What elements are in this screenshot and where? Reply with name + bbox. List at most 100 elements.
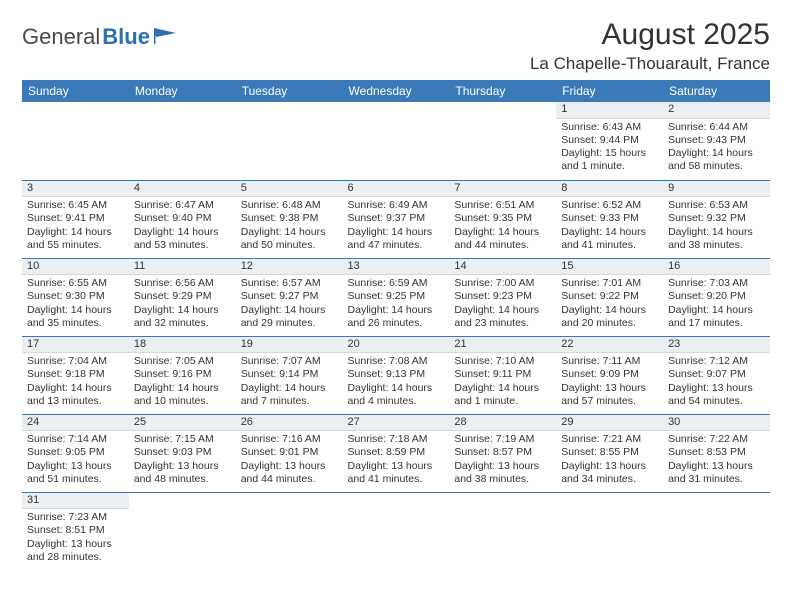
sunset-text: Sunset: 9:05 PM xyxy=(27,446,124,459)
calendar-cell: 27Sunrise: 7:18 AMSunset: 8:59 PMDayligh… xyxy=(343,414,450,492)
calendar-week-row: 1Sunrise: 6:43 AMSunset: 9:44 PMDaylight… xyxy=(22,102,770,180)
sunrise-text: Sunrise: 6:51 AM xyxy=(454,199,551,212)
weekday-header: Wednesday xyxy=(343,80,450,102)
weekday-header: Tuesday xyxy=(236,80,343,102)
sunrise-text: Sunrise: 7:05 AM xyxy=(134,355,231,368)
day-content: Sunrise: 7:18 AMSunset: 8:59 PMDaylight:… xyxy=(343,431,450,489)
daylight-text: Daylight: 13 hours xyxy=(668,460,765,473)
calendar-cell: 12Sunrise: 6:57 AMSunset: 9:27 PMDayligh… xyxy=(236,258,343,336)
sunset-text: Sunset: 9:44 PM xyxy=(561,134,658,147)
sunset-text: Sunset: 9:30 PM xyxy=(27,290,124,303)
daylight-text: Daylight: 14 hours xyxy=(348,382,445,395)
sunset-text: Sunset: 9:16 PM xyxy=(134,368,231,381)
daylight-text: Daylight: 14 hours xyxy=(27,304,124,317)
day-number: 30 xyxy=(663,415,770,432)
sunset-text: Sunset: 9:35 PM xyxy=(454,212,551,225)
sunrise-text: Sunrise: 7:08 AM xyxy=(348,355,445,368)
day-content: Sunrise: 6:47 AMSunset: 9:40 PMDaylight:… xyxy=(129,197,236,255)
day-content: Sunrise: 6:59 AMSunset: 9:25 PMDaylight:… xyxy=(343,275,450,333)
weekday-header: Monday xyxy=(129,80,236,102)
day-number: 14 xyxy=(449,259,556,276)
day-number: 15 xyxy=(556,259,663,276)
day-number: 24 xyxy=(22,415,129,432)
calendar-cell: 2Sunrise: 6:44 AMSunset: 9:43 PMDaylight… xyxy=(663,102,770,180)
sunrise-text: Sunrise: 7:16 AM xyxy=(241,433,338,446)
calendar-cell: 29Sunrise: 7:21 AMSunset: 8:55 PMDayligh… xyxy=(556,414,663,492)
sunrise-text: Sunrise: 7:00 AM xyxy=(454,277,551,290)
sunrise-text: Sunrise: 7:23 AM xyxy=(27,511,124,524)
day-number: 9 xyxy=(663,181,770,198)
day-number: 17 xyxy=(22,337,129,354)
daylight-text: Daylight: 14 hours xyxy=(668,226,765,239)
calendar-cell xyxy=(449,492,556,570)
sunrise-text: Sunrise: 6:48 AM xyxy=(241,199,338,212)
sunset-text: Sunset: 8:59 PM xyxy=(348,446,445,459)
sunrise-text: Sunrise: 7:15 AM xyxy=(134,433,231,446)
daylight-text: and 26 minutes. xyxy=(348,317,445,330)
day-number: 3 xyxy=(22,181,129,198)
day-content: Sunrise: 6:57 AMSunset: 9:27 PMDaylight:… xyxy=(236,275,343,333)
calendar-cell: 22Sunrise: 7:11 AMSunset: 9:09 PMDayligh… xyxy=(556,336,663,414)
daylight-text: and 51 minutes. xyxy=(27,473,124,486)
day-number: 4 xyxy=(129,181,236,198)
day-content: Sunrise: 7:16 AMSunset: 9:01 PMDaylight:… xyxy=(236,431,343,489)
day-number: 23 xyxy=(663,337,770,354)
brand-part2: Blue xyxy=(102,24,150,50)
sunset-text: Sunset: 8:55 PM xyxy=(561,446,658,459)
day-number: 10 xyxy=(22,259,129,276)
daylight-text: and 50 minutes. xyxy=(241,239,338,252)
daylight-text: Daylight: 13 hours xyxy=(561,460,658,473)
day-content: Sunrise: 6:44 AMSunset: 9:43 PMDaylight:… xyxy=(663,119,770,177)
calendar-cell: 31Sunrise: 7:23 AMSunset: 8:51 PMDayligh… xyxy=(22,492,129,570)
calendar-cell: 20Sunrise: 7:08 AMSunset: 9:13 PMDayligh… xyxy=(343,336,450,414)
day-content: Sunrise: 6:49 AMSunset: 9:37 PMDaylight:… xyxy=(343,197,450,255)
sunrise-text: Sunrise: 6:55 AM xyxy=(27,277,124,290)
sunrise-text: Sunrise: 6:59 AM xyxy=(348,277,445,290)
day-number: 16 xyxy=(663,259,770,276)
calendar-cell: 6Sunrise: 6:49 AMSunset: 9:37 PMDaylight… xyxy=(343,180,450,258)
sunrise-text: Sunrise: 7:07 AM xyxy=(241,355,338,368)
day-content: Sunrise: 7:05 AMSunset: 9:16 PMDaylight:… xyxy=(129,353,236,411)
daylight-text: and 17 minutes. xyxy=(668,317,765,330)
daylight-text: and 28 minutes. xyxy=(27,551,124,564)
sunrise-text: Sunrise: 6:56 AM xyxy=(134,277,231,290)
calendar-cell: 17Sunrise: 7:04 AMSunset: 9:18 PMDayligh… xyxy=(22,336,129,414)
calendar-cell: 11Sunrise: 6:56 AMSunset: 9:29 PMDayligh… xyxy=(129,258,236,336)
day-number: 22 xyxy=(556,337,663,354)
day-number: 12 xyxy=(236,259,343,276)
daylight-text: Daylight: 14 hours xyxy=(134,226,231,239)
calendar-cell: 16Sunrise: 7:03 AMSunset: 9:20 PMDayligh… xyxy=(663,258,770,336)
sunrise-text: Sunrise: 6:53 AM xyxy=(668,199,765,212)
calendar-cell: 28Sunrise: 7:19 AMSunset: 8:57 PMDayligh… xyxy=(449,414,556,492)
calendar-cell: 8Sunrise: 6:52 AMSunset: 9:33 PMDaylight… xyxy=(556,180,663,258)
weekday-header-row: SundayMondayTuesdayWednesdayThursdayFrid… xyxy=(22,80,770,102)
calendar-cell xyxy=(663,492,770,570)
daylight-text: and 58 minutes. xyxy=(668,160,765,173)
day-content: Sunrise: 7:04 AMSunset: 9:18 PMDaylight:… xyxy=(22,353,129,411)
day-content: Sunrise: 7:00 AMSunset: 9:23 PMDaylight:… xyxy=(449,275,556,333)
calendar-cell: 25Sunrise: 7:15 AMSunset: 9:03 PMDayligh… xyxy=(129,414,236,492)
location: La Chapelle-Thouarault, France xyxy=(530,54,770,74)
daylight-text: Daylight: 15 hours xyxy=(561,147,658,160)
day-content: Sunrise: 7:23 AMSunset: 8:51 PMDaylight:… xyxy=(22,509,129,567)
day-content: Sunrise: 7:03 AMSunset: 9:20 PMDaylight:… xyxy=(663,275,770,333)
day-content: Sunrise: 7:07 AMSunset: 9:14 PMDaylight:… xyxy=(236,353,343,411)
daylight-text: and 29 minutes. xyxy=(241,317,338,330)
calendar-cell xyxy=(236,492,343,570)
calendar-table: SundayMondayTuesdayWednesdayThursdayFrid… xyxy=(22,80,770,570)
day-number: 27 xyxy=(343,415,450,432)
calendar-cell: 3Sunrise: 6:45 AMSunset: 9:41 PMDaylight… xyxy=(22,180,129,258)
day-content: Sunrise: 6:48 AMSunset: 9:38 PMDaylight:… xyxy=(236,197,343,255)
daylight-text: Daylight: 13 hours xyxy=(454,460,551,473)
sunset-text: Sunset: 9:01 PM xyxy=(241,446,338,459)
brand-part1: General xyxy=(22,24,100,50)
daylight-text: and 44 minutes. xyxy=(454,239,551,252)
daylight-text: and 31 minutes. xyxy=(668,473,765,486)
daylight-text: Daylight: 14 hours xyxy=(27,382,124,395)
calendar-cell: 26Sunrise: 7:16 AMSunset: 9:01 PMDayligh… xyxy=(236,414,343,492)
day-number: 2 xyxy=(663,102,770,119)
daylight-text: and 54 minutes. xyxy=(668,395,765,408)
sunset-text: Sunset: 9:33 PM xyxy=(561,212,658,225)
day-number: 1 xyxy=(556,102,663,119)
daylight-text: and 10 minutes. xyxy=(134,395,231,408)
